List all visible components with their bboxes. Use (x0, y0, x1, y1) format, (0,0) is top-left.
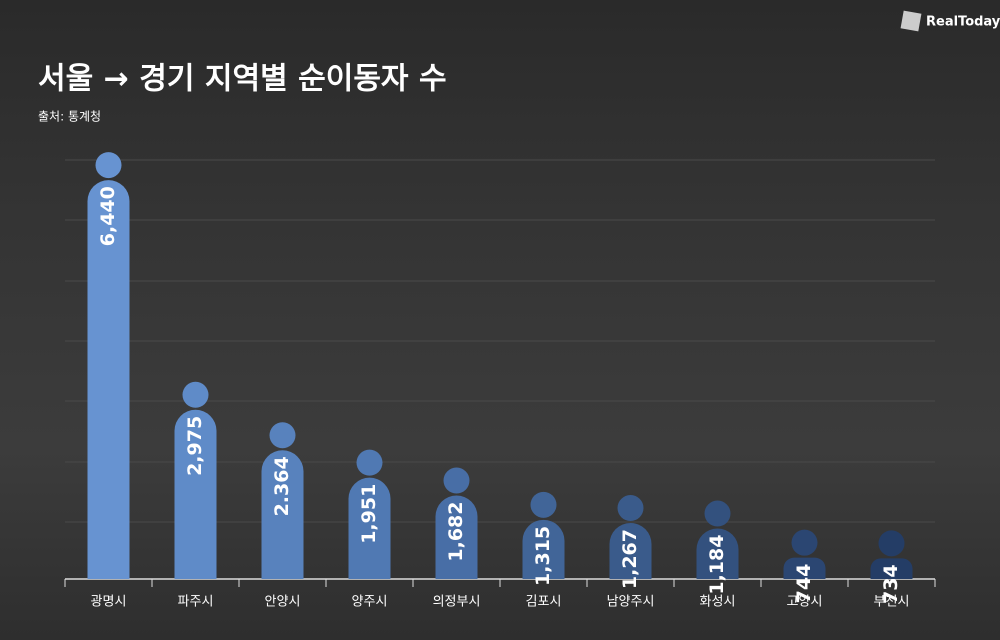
bar (348, 477, 391, 579)
bar-head (878, 530, 905, 557)
value-label: 734 (880, 564, 902, 604)
bar (870, 558, 913, 579)
bar (696, 528, 739, 579)
x-tick-label: 남양주시 (607, 595, 655, 610)
value-label: 1,682 (445, 502, 467, 562)
value-label: 1,315 (532, 526, 554, 586)
x-tick-label: 양주시 (352, 595, 388, 610)
x-tick-label: 고양시 (787, 595, 823, 610)
value-label: 1,951 (358, 484, 380, 544)
bar (261, 450, 304, 579)
x-tick-label: 의정부시 (433, 595, 481, 610)
bar-head (530, 491, 557, 518)
x-tick-label: 김포시 (526, 595, 562, 610)
chart-title: 서울 → 경기 지역별 순이동자 수 (38, 62, 447, 97)
x-tick-label: 안양시 (265, 595, 301, 610)
bar-head (356, 449, 383, 476)
bar (783, 557, 826, 579)
bar (522, 519, 565, 579)
bar-head (269, 422, 296, 449)
value-label: 2,975 (184, 416, 206, 476)
bar-head (182, 381, 209, 408)
bar (87, 180, 130, 579)
bar-head (791, 529, 818, 556)
bar (609, 523, 652, 579)
bar-head (443, 467, 470, 494)
bar-head (95, 152, 122, 179)
bar (435, 495, 478, 579)
x-tick-label: 파주시 (178, 595, 214, 610)
chart-subtitle: 출처: 통계청 (38, 110, 101, 124)
bar (174, 409, 217, 579)
logo: RealToday (900, 10, 1000, 32)
brand: RealToday (926, 15, 1000, 30)
value-label: 6,440 (97, 186, 119, 246)
value-label: 2.364 (271, 456, 293, 516)
bar-head (617, 495, 644, 522)
value-label: 1,184 (706, 535, 728, 595)
x-tick-label: 광명시 (91, 595, 127, 610)
bar-head (704, 500, 731, 527)
value-label: 1,267 (619, 529, 641, 589)
background-lines (65, 159, 935, 523)
value-label: 744 (793, 564, 815, 604)
x-tick-label: 부천시 (874, 595, 910, 610)
x-tick-label: 화성시 (700, 595, 736, 610)
